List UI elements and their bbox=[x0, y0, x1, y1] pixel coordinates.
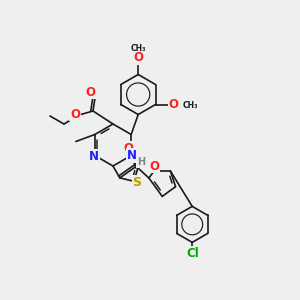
Text: H: H bbox=[137, 158, 145, 167]
Text: S: S bbox=[133, 176, 142, 189]
Text: N: N bbox=[127, 149, 137, 162]
Text: CH₃: CH₃ bbox=[130, 44, 146, 53]
Text: O: O bbox=[85, 85, 95, 98]
Text: O: O bbox=[123, 142, 133, 155]
Text: CH₃: CH₃ bbox=[182, 101, 198, 110]
Text: O: O bbox=[169, 98, 178, 111]
Text: N: N bbox=[89, 150, 99, 163]
Text: O: O bbox=[133, 51, 143, 64]
Text: O: O bbox=[149, 160, 159, 172]
Text: O: O bbox=[70, 107, 80, 121]
Text: Cl: Cl bbox=[187, 247, 200, 260]
